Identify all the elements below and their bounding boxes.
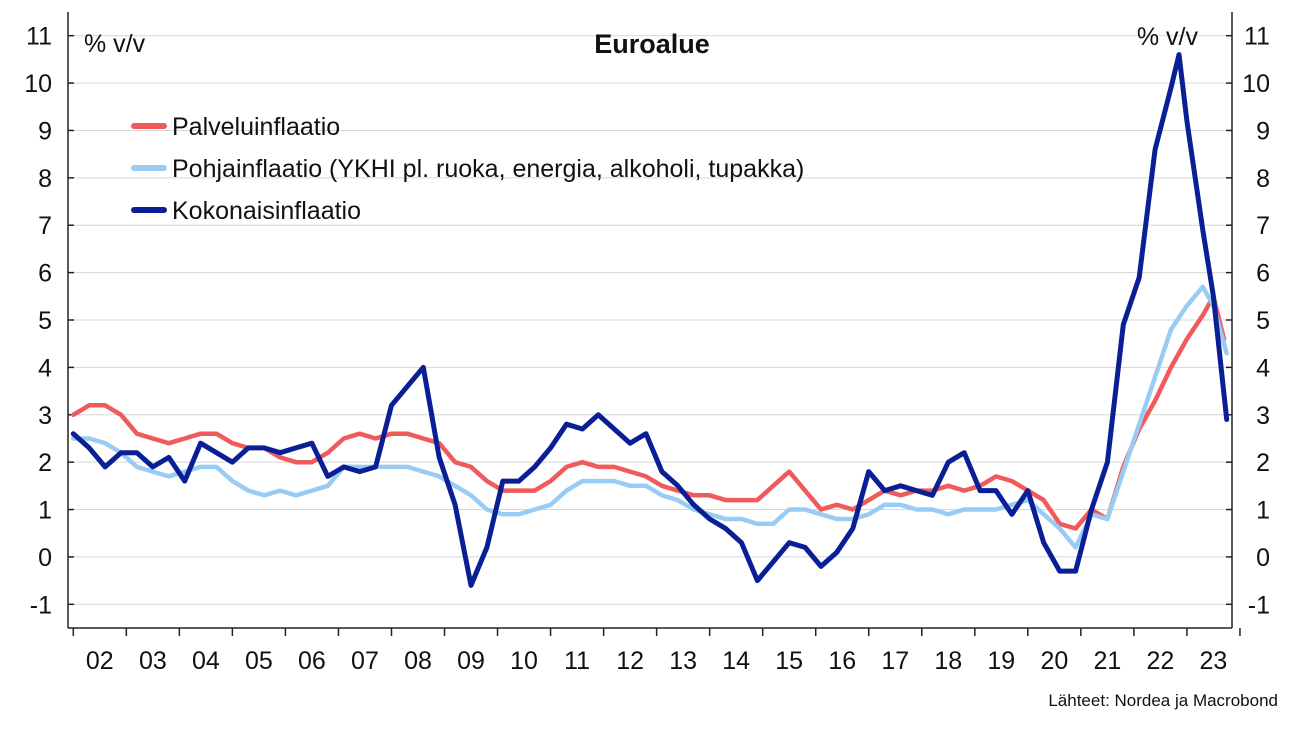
series-line-palvelu: [71, 294, 1227, 531]
x-tick-label: 23: [1200, 647, 1228, 675]
left-y-tick-label: 10: [24, 70, 52, 98]
x-tick-label: 02: [86, 647, 114, 675]
right-y-tick-label: 7: [1256, 212, 1270, 240]
x-tick-labels: 02 03 04 05 06 07 08 09 10 11 12 13 14 15 16 17 18 19 20 21…: [86, 647, 1227, 675]
x-tick-label: 04: [192, 647, 220, 675]
x-tick-label: 13: [669, 647, 697, 675]
chart-title: Euroalue: [594, 29, 710, 59]
right-y-tick-label: 3: [1256, 402, 1270, 430]
left-y-tick-label: 9: [38, 117, 52, 145]
gridlines: [68, 34, 1232, 606]
left-y-tick-label: 8: [38, 165, 52, 193]
left-y-tick-label: 6: [38, 260, 52, 288]
right-unit-label: % v/v: [1137, 23, 1199, 51]
left-y-tick-label: 0: [38, 544, 52, 572]
x-tick-label: 15: [775, 647, 803, 675]
right-y-tick-label: 4: [1256, 354, 1270, 382]
legend-label-kokonais: Kokonaisinflaatio: [172, 197, 361, 225]
x-tick-label: 14: [722, 647, 750, 675]
left-y-tick-label: 5: [38, 307, 52, 335]
right-y-tick-label: 11: [1244, 23, 1270, 51]
right-y-tick-label: 10: [1242, 70, 1270, 98]
right-y-tick-label: 0: [1256, 544, 1270, 572]
legend: Palveluinflaatio Pohjainflaatio (YKHI pl…: [131, 113, 804, 225]
x-tick-label: 09: [457, 647, 485, 675]
left-unit-label: % v/v: [84, 30, 146, 58]
x-tick-label: 21: [1093, 647, 1121, 675]
x-tick-label: 05: [245, 647, 273, 675]
right-y-tick-label: 2: [1256, 449, 1270, 477]
right-y-tick-label: 1: [1256, 497, 1270, 525]
legend-label-pohja: Pohjainflaatio (YKHI pl. ruoka, energia,…: [172, 155, 804, 183]
x-tick-label: 11: [564, 647, 590, 675]
left-y-tick-label: -1: [30, 591, 52, 619]
x-tick-label: 10: [510, 647, 538, 675]
series-line-kokonais: [70, 52, 1230, 588]
right-y-tick-label: 8: [1256, 165, 1270, 193]
x-tick-label: 22: [1147, 647, 1175, 675]
legend-label-palvelu: Palveluinflaatio: [172, 113, 340, 141]
x-tick-label: 07: [351, 647, 379, 675]
x-tick-label: 17: [881, 647, 909, 675]
left-y-tick-label: 4: [38, 354, 52, 382]
right-y-tick-label: 5: [1256, 307, 1270, 335]
left-y-tick-label: 2: [38, 449, 52, 477]
left-y-tick-label: 1: [38, 497, 52, 525]
x-tick-label: 16: [828, 647, 856, 675]
right-y-tick-label: 6: [1256, 260, 1270, 288]
x-tick-label: 03: [139, 647, 167, 675]
series-line-pohja: [71, 284, 1229, 550]
left-y-tick-label: 7: [38, 212, 52, 240]
x-tick-label: 20: [1040, 647, 1068, 675]
x-tick-label: 19: [987, 647, 1015, 675]
x-tick-label: 12: [616, 647, 644, 675]
right-y-tick-labels: -1 0 1 2 3 4 5 6 7 8 9 10 11: [1242, 23, 1270, 620]
source-note: Lähteet: Nordea ja Macrobond: [1048, 691, 1278, 710]
x-tick-label: 18: [934, 647, 962, 675]
x-tick-label: 06: [298, 647, 326, 675]
axes: [67, 12, 1241, 636]
right-y-tick-label: 9: [1256, 117, 1270, 145]
series-lines: [70, 52, 1230, 588]
left-y-tick-labels: -1 0 1 2 3 4 5 6 7 8 9 10 11: [24, 23, 52, 620]
left-y-tick-label: 11: [26, 23, 52, 51]
left-y-tick-label: 3: [38, 402, 52, 430]
x-tick-label: 08: [404, 647, 432, 675]
right-y-tick-label: -1: [1248, 591, 1270, 619]
